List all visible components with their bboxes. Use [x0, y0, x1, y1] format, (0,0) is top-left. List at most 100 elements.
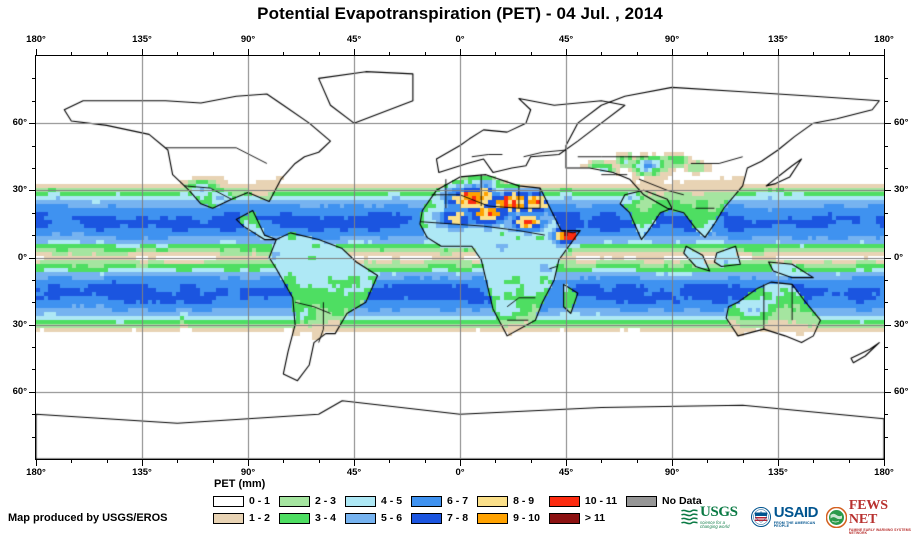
fews-net-logo[interactable]: FEWS NET FAMINE EARLY WARNING SYSTEMS NE…: [825, 498, 912, 535]
legend-swatch: [213, 495, 244, 507]
axis-major-tick: [884, 49, 885, 55]
x-axis-label-top: 90°: [240, 34, 256, 45]
axis-minor-tick: [885, 235, 888, 236]
fews-net-wordmark: FEWS NET: [848, 498, 888, 527]
y-axis-label-left: 30°: [12, 319, 27, 330]
legend-item[interactable]: > 11: [548, 511, 617, 525]
x-axis-label-bottom: 45°: [558, 467, 574, 478]
axis-minor-tick: [32, 280, 35, 281]
legend-item[interactable]: 2 - 3: [279, 494, 336, 508]
legend-item[interactable]: 8 - 9: [477, 494, 540, 508]
legend-swatch: [411, 495, 443, 507]
axis-minor-tick: [107, 52, 108, 55]
axis-minor-tick: [107, 460, 108, 463]
x-axis-label-bottom: 90°: [240, 467, 256, 478]
usgs-wave-icon: [681, 507, 698, 527]
legend-label: 7 - 8: [447, 512, 469, 524]
legend-label: 6 - 7: [447, 495, 469, 507]
axis-major-tick: [29, 392, 35, 393]
axis-minor-tick: [32, 414, 35, 415]
fews-net-tagline: FAMINE EARLY WARNING SYSTEMS NETWORK: [848, 527, 912, 535]
legend-swatch: [548, 512, 580, 524]
axis-minor-tick: [601, 460, 602, 463]
axis-minor-tick: [885, 78, 888, 79]
legend-grid: 0 - 1 1 - 2 2 - 3 3 - 4 4 - 5 5 - 6 6 - 7 7 - 8…: [213, 494, 711, 528]
legend-label: > 11: [584, 512, 606, 524]
axis-major-tick: [885, 392, 891, 393]
axis-minor-tick: [213, 52, 214, 55]
legend-item[interactable]: 5 - 6: [345, 511, 402, 525]
x-axis-label-bottom: 180°: [874, 467, 894, 478]
legend-item[interactable]: 7 - 8: [411, 511, 468, 525]
axis-major-tick: [885, 325, 891, 326]
axis-major-tick: [778, 49, 779, 55]
axis-minor-tick: [813, 460, 814, 463]
axis-major-tick: [460, 460, 461, 466]
axis-minor-tick: [32, 168, 35, 169]
usgs-tagline: science for a changing world: [700, 519, 730, 530]
legend-item[interactable]: 1 - 2: [213, 511, 270, 525]
legend-column: 10 - 11 > 11: [548, 494, 617, 528]
axis-minor-tick: [32, 302, 35, 303]
y-axis-label-left: 30°: [12, 184, 27, 195]
x-axis-label-top: 0°: [455, 34, 465, 45]
axis-minor-tick: [71, 460, 72, 463]
axis-major-tick: [778, 460, 779, 466]
usaid-logo[interactable]: USAID FROM THE AMERICAN PEOPLE: [750, 505, 818, 529]
y-axis-label-left: 60°: [12, 117, 27, 128]
legend-item[interactable]: 10 - 11: [548, 494, 617, 508]
x-axis-label-top: 135°: [132, 34, 152, 45]
legend-label: 0 - 1: [249, 495, 271, 507]
legend-column: 4 - 5 5 - 6: [345, 494, 402, 528]
axis-major-tick: [36, 460, 37, 466]
axis-major-tick: [354, 460, 355, 466]
axis-minor-tick: [177, 52, 178, 55]
legend-title: PET (mm): [214, 478, 266, 490]
usgs-wordmark: USGS: [700, 503, 738, 520]
y-axis-label-left: 0°: [17, 252, 27, 263]
legend-swatch: [548, 495, 580, 507]
axis-minor-tick: [885, 302, 888, 303]
pet-raster-map[interactable]: [36, 56, 884, 459]
x-axis-label-bottom: 0°: [455, 467, 465, 478]
axis-major-tick: [566, 49, 567, 55]
axis-major-tick: [354, 49, 355, 55]
axis-minor-tick: [495, 460, 496, 463]
y-axis-label-right: 60°: [894, 117, 909, 128]
axis-major-tick: [248, 49, 249, 55]
map-panel[interactable]: [35, 55, 885, 460]
y-axis-label-right: 60°: [894, 386, 909, 397]
axis-major-tick: [672, 460, 673, 466]
x-axis-label-top: 180°: [26, 34, 46, 45]
legend-item[interactable]: 6 - 7: [411, 494, 468, 508]
axis-major-tick: [29, 123, 35, 124]
legend-column: 8 - 9 9 - 10: [477, 494, 540, 528]
axis-major-tick: [29, 325, 35, 326]
legend-column: 6 - 7 7 - 8: [411, 494, 468, 528]
page-title: Potential Evapotranspiration (PET) - 04 …: [257, 4, 663, 23]
axis-minor-tick: [389, 52, 390, 55]
axis-minor-tick: [531, 52, 532, 55]
legend-item[interactable]: No Data: [626, 494, 702, 508]
globe-icon: [825, 506, 848, 528]
legend-swatch: [279, 512, 311, 524]
legend-item[interactable]: 0 - 1: [213, 494, 270, 508]
axis-major-tick: [460, 49, 461, 55]
usgs-logo[interactable]: USGS science for a changing world: [681, 503, 743, 530]
axis-minor-tick: [283, 52, 284, 55]
x-axis-label-bottom: 135°: [768, 467, 788, 478]
x-axis-label-bottom: 180°: [26, 467, 46, 478]
axis-minor-tick: [319, 460, 320, 463]
axis-minor-tick: [885, 369, 888, 370]
legend-swatch: [477, 495, 509, 507]
axis-major-tick: [248, 460, 249, 466]
legend-item[interactable]: 3 - 4: [279, 511, 336, 525]
x-axis-label-top: 90°: [664, 34, 680, 45]
axis-minor-tick: [32, 347, 35, 348]
legend-label: No Data: [662, 495, 702, 507]
legend-item[interactable]: 9 - 10: [477, 511, 540, 525]
axis-minor-tick: [32, 101, 35, 102]
axis-minor-tick: [637, 52, 638, 55]
axis-minor-tick: [743, 52, 744, 55]
legend-item[interactable]: 4 - 5: [345, 494, 402, 508]
